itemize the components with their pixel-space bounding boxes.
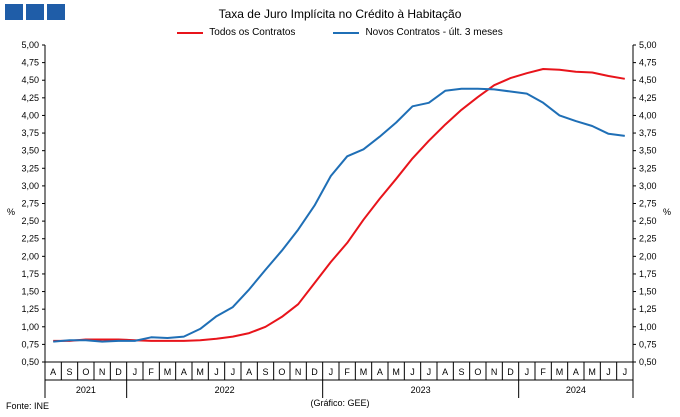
chart-title: Taxa de Juro Implícita no Crédito à Habi… — [218, 7, 462, 21]
x-tick-label: M — [556, 367, 564, 377]
y-tick-label-right: 5,00 — [639, 40, 657, 50]
series-line-2 — [53, 87, 625, 343]
y-tick-label-right: 1,75 — [639, 269, 657, 279]
x-tick-label: D — [311, 367, 318, 377]
x-tick-label: O — [474, 367, 481, 377]
y-tick-label-left: 4,00 — [21, 110, 39, 120]
x-tick-label: D — [115, 367, 122, 377]
y-tick-label-left: 1,50 — [21, 287, 39, 297]
y-tick-label-right: 1,25 — [639, 304, 657, 314]
year-label: 2021 — [76, 385, 96, 395]
y-tick-label-left: 5,00 — [21, 40, 39, 50]
chart-lines — [53, 68, 625, 343]
x-tick-label: J — [329, 367, 334, 377]
x-tick-label: M — [164, 367, 172, 377]
y-tick-label-right: 3,50 — [639, 146, 657, 156]
legend-item-series-1: Todos os Contratos — [177, 27, 295, 38]
x-tick-label: J — [427, 367, 432, 377]
logo — [5, 4, 65, 20]
y-tick-label-right: 4,00 — [639, 110, 657, 120]
y-tick-label-right: 0,50 — [639, 357, 657, 367]
y-tick-label-left: 2,00 — [21, 251, 39, 261]
y-axis-label-right: % — [663, 207, 671, 217]
x-tick-label: F — [344, 367, 350, 377]
x-tick-label: N — [491, 367, 498, 377]
x-tick-label: O — [278, 367, 285, 377]
y-tick-label-right: 2,50 — [639, 216, 657, 226]
year-label: 2023 — [411, 385, 431, 395]
chart-credit: (Gráfico: GEE) — [310, 398, 370, 408]
x-tick-label: A — [181, 367, 187, 377]
series-line-1 — [53, 68, 625, 342]
y-tick-label-right: 0,75 — [639, 339, 657, 349]
x-tick-label: A — [246, 367, 252, 377]
x-tick-label: N — [99, 367, 106, 377]
x-tick-label: A — [442, 367, 448, 377]
x-tick-label: A — [50, 367, 56, 377]
y-tick-label-left: 2,25 — [21, 234, 39, 244]
y-tick-label-right: 2,25 — [639, 234, 657, 244]
logo-square-icon — [5, 4, 23, 20]
legend-swatch-series-1 — [177, 31, 204, 34]
y-tick-label-left: 1,75 — [21, 269, 39, 279]
x-tick-label: M — [588, 367, 596, 377]
logo-square-icon — [26, 4, 44, 20]
x-tick-label: J — [133, 367, 138, 377]
year-label: 2024 — [566, 385, 586, 395]
x-tick-label: N — [295, 367, 302, 377]
y-tick-label-left: 3,75 — [21, 128, 39, 138]
y-tick-label-left: 3,00 — [21, 181, 39, 191]
y-tick-label-left: 2,50 — [21, 216, 39, 226]
x-tick-label: J — [606, 367, 611, 377]
chart-legend: Todos os Contratos Novos Contratos - últ… — [0, 27, 680, 38]
x-tick-label: S — [66, 367, 72, 377]
y-tick-label-right: 1,00 — [639, 322, 657, 332]
y-tick-label-right: 3,75 — [639, 128, 657, 138]
x-tick-label: F — [540, 367, 546, 377]
y-tick-label-left: 2,75 — [21, 199, 39, 209]
y-tick-label-right: 2,00 — [639, 251, 657, 261]
y-axis-label-left: % — [7, 207, 15, 217]
x-tick-label: M — [360, 367, 368, 377]
x-tick-label: M — [196, 367, 204, 377]
x-tick-label: D — [507, 367, 514, 377]
x-tick-label: J — [525, 367, 530, 377]
legend-label-series-2: Novos Contratos - últ. 3 meses — [365, 27, 503, 38]
x-tick-label: J — [214, 367, 219, 377]
year-label: 2022 — [215, 385, 235, 395]
legend-item-series-2: Novos Contratos - últ. 3 meses — [333, 27, 503, 38]
x-tick-label: S — [262, 367, 268, 377]
y-tick-label-left: 1,25 — [21, 304, 39, 314]
source-note: Fonte: INE — [6, 401, 50, 411]
y-tick-label-right: 3,25 — [639, 163, 657, 173]
y-tick-label-left: 4,25 — [21, 93, 39, 103]
y-tick-label-right: 4,75 — [639, 58, 657, 68]
x-tick-label: J — [623, 367, 628, 377]
y-tick-label-left: 3,50 — [21, 146, 39, 156]
x-tick-label: S — [458, 367, 464, 377]
y-tick-label-right: 4,50 — [639, 75, 657, 85]
x-tick-label: O — [82, 367, 89, 377]
chart-axes: 0,50 0,50 0,75 0,75 1,00 1,00 1,25 1,25 1,50 1,50… — [7, 40, 671, 398]
y-tick-label-right: 2,75 — [639, 199, 657, 209]
y-tick-label-left: 0,75 — [21, 339, 39, 349]
x-tick-label: F — [148, 367, 154, 377]
logo-square-icon — [47, 4, 65, 20]
y-tick-label-right: 1,50 — [639, 287, 657, 297]
x-tick-label: A — [573, 367, 579, 377]
y-tick-label-right: 3,00 — [639, 181, 657, 191]
y-tick-label-left: 1,00 — [21, 322, 39, 332]
y-tick-label-left: 4,75 — [21, 58, 39, 68]
legend-label-series-1: Todos os Contratos — [209, 27, 296, 38]
y-tick-label-left: 4,50 — [21, 75, 39, 85]
x-tick-label: J — [410, 367, 415, 377]
y-tick-label-left: 0,50 — [21, 357, 39, 367]
y-tick-label-left: 3,25 — [21, 163, 39, 173]
legend-swatch-series-2 — [333, 31, 360, 34]
x-tick-label: J — [231, 367, 236, 377]
y-tick-label-right: 4,25 — [639, 93, 657, 103]
x-tick-label: M — [392, 367, 400, 377]
x-tick-label: A — [377, 367, 383, 377]
